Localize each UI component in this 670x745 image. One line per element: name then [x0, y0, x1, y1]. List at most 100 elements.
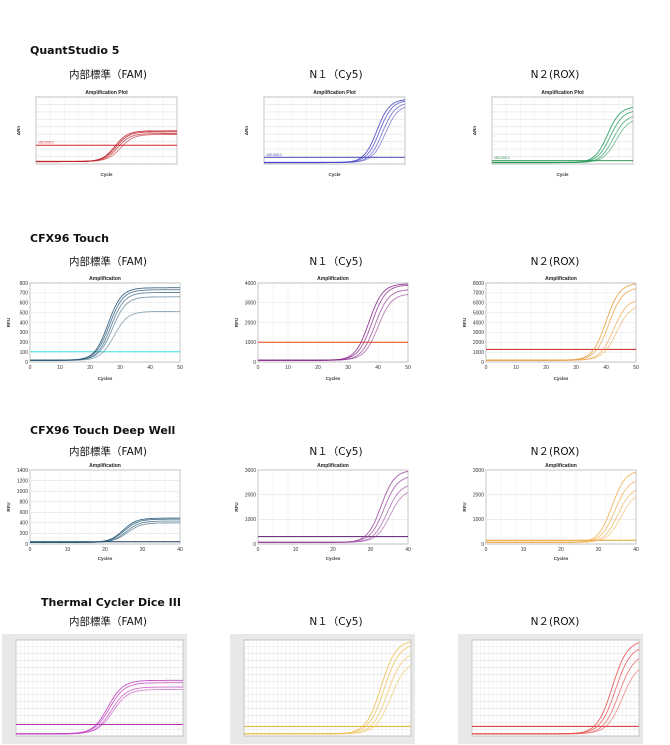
y-axis-label: RFU [234, 318, 239, 327]
y-axis-label: RFU [234, 502, 239, 511]
col-label-rox: N２(ROX) [530, 446, 580, 458]
y-tick-label: 0 [253, 542, 256, 548]
y-tick-label: 0 [25, 360, 28, 366]
x-tick-label: 20 [558, 547, 564, 553]
x-tick-label: 40 [633, 547, 639, 553]
amplification-curve [16, 686, 183, 735]
x-axis-label: Cycles [326, 556, 341, 561]
amplification-plot-quantstudio-cy5: Amplification Plot Cycle ΔRn 150,000.0 [242, 86, 410, 178]
x-tick-label: 30 [573, 365, 579, 371]
y-tick-label: 600 [20, 301, 29, 307]
x-tick-label: 10 [293, 547, 299, 553]
y-tick-label: 3000 [245, 301, 256, 307]
x-tick-label: 40 [177, 547, 183, 553]
amplification-curve [30, 310, 180, 361]
amplification-plot-cfx96deep-cy5: Amplification 0 1000 2000 3000 0 10 20 30 40 Cycle… [232, 462, 414, 562]
amplification-plot-dice-fam [2, 634, 187, 744]
chart-svg: Amplification 0 1000 2000 3000 4000 0 10 20 30 40 5… [234, 276, 411, 381]
x-tick-label: 30 [345, 365, 351, 371]
col-label-fam: 内部標準（FAM) [69, 616, 147, 628]
col-label-fam: 内部標準（FAM) [69, 256, 147, 268]
chart-svg [230, 634, 415, 744]
threshold-label: 150,000.0 [266, 153, 282, 157]
amplification-plot-dice-rox [458, 634, 643, 744]
y-tick-label: 0 [25, 542, 28, 548]
x-tick-label: 30 [596, 547, 602, 553]
col-label-fam: 内部標準（FAM) [69, 446, 147, 458]
y-tick-label: 2000 [245, 492, 256, 498]
y-tick-label: 1000 [245, 517, 256, 523]
amplification-plot-cfx96-cy5: Amplification 0 1000 2000 3000 4000 0 10 20 30 40 5… [232, 272, 414, 382]
amplification-curve [36, 134, 177, 162]
x-tick-label: 30 [368, 547, 374, 553]
chart-title: Amplification [89, 276, 121, 282]
chart-svg [458, 634, 643, 744]
y-tick-label: 4000 [473, 320, 484, 326]
section-title-cfx96-deep: CFX96 Touch Deep Well [30, 424, 176, 437]
amplification-curve [486, 307, 637, 361]
y-tick-label: 8000 [473, 281, 484, 287]
x-axis-label: Cycle [328, 172, 341, 177]
x-tick-label: 40 [147, 365, 153, 371]
x-tick-label: 50 [633, 365, 639, 371]
y-tick-label: 7000 [473, 291, 484, 297]
amplification-plot-cfx96deep-fam: Amplification 0 200 400 600 800 1000 1200 1400 0 1… [4, 462, 186, 562]
x-tick-label: 0 [485, 365, 488, 371]
chart-title: Amplification Plot [85, 90, 128, 96]
amplification-curve [258, 294, 409, 361]
y-axis-label: ΔRn [472, 126, 477, 135]
chart-svg: Amplification 0 1000 2000 3000 0 10 20 30 40 Cycle… [234, 463, 411, 561]
col-label-rox: N２(ROX) [530, 69, 580, 81]
amplification-curve [258, 492, 409, 543]
x-tick-label: 0 [29, 365, 32, 371]
x-tick-label: 0 [485, 547, 488, 553]
chart-svg: Amplification Plot Cycle ΔRn 150,000.0 [16, 90, 178, 177]
x-tick-label: 10 [513, 365, 519, 371]
y-tick-label: 1200 [17, 478, 28, 484]
amplification-curve [244, 665, 412, 735]
amplification-curve [492, 120, 634, 163]
y-tick-label: 4000 [245, 281, 256, 287]
x-tick-label: 20 [330, 547, 336, 553]
section-title-quantstudio: QuantStudio 5 [30, 44, 120, 57]
y-tick-label: 800 [20, 500, 29, 506]
y-tick-label: 3000 [473, 330, 484, 336]
x-tick-label: 50 [405, 365, 411, 371]
col-label-cy5: N１（Cy5) [309, 446, 363, 458]
x-axis-label: Cycles [98, 376, 113, 381]
x-axis-label: Cycles [98, 556, 113, 561]
col-label-cy5: N１（Cy5) [309, 616, 363, 628]
x-tick-label: 10 [65, 547, 71, 553]
section-title-cfx96: CFX96 Touch [30, 232, 109, 245]
chart-svg [2, 634, 187, 744]
chart-title: Amplification [545, 463, 577, 469]
x-axis-label: Cycles [554, 376, 569, 381]
x-tick-label: 30 [117, 365, 123, 371]
y-tick-label: 3000 [245, 468, 256, 474]
x-tick-label: 40 [375, 365, 381, 371]
col-label-cy5: N１（Cy5) [309, 256, 363, 268]
x-tick-label: 10 [521, 547, 527, 553]
col-label-cy5: N１（Cy5) [309, 69, 363, 81]
y-tick-label: 1000 [245, 340, 256, 346]
y-tick-label: 2000 [473, 340, 484, 346]
y-axis-label: RFU [6, 502, 11, 511]
y-tick-label: 3000 [473, 468, 484, 474]
y-tick-label: 200 [20, 340, 29, 346]
y-tick-label: 400 [20, 320, 29, 326]
chart-title: Amplification Plot [313, 90, 356, 96]
y-tick-label: 0 [481, 542, 484, 548]
chart-title: Amplification [317, 463, 349, 469]
chart-svg: Amplification 0 100 200 300 400 500 600 700 800 0 1… [6, 276, 183, 381]
chart-svg: Amplification Plot Cycle ΔRn 150,000.0 [472, 90, 634, 177]
section-title-dice: Thermal Cycler Dice III [41, 596, 181, 609]
amplification-plot-cfx96deep-rox: Amplification 0 1000 2000 3000 0 10 20 30 40 Cycle… [460, 462, 642, 562]
y-tick-label: 1400 [17, 468, 28, 474]
amplification-curve [30, 522, 180, 543]
x-tick-label: 0 [257, 365, 260, 371]
y-tick-label: 1000 [473, 350, 484, 356]
y-axis-label: ΔRn [16, 126, 21, 135]
col-label-fam: 内部標準（FAM) [69, 69, 147, 81]
amplification-plot-quantstudio-fam: Amplification Plot Cycle ΔRn 150,000.0 [14, 86, 182, 178]
y-tick-label: 0 [481, 360, 484, 366]
